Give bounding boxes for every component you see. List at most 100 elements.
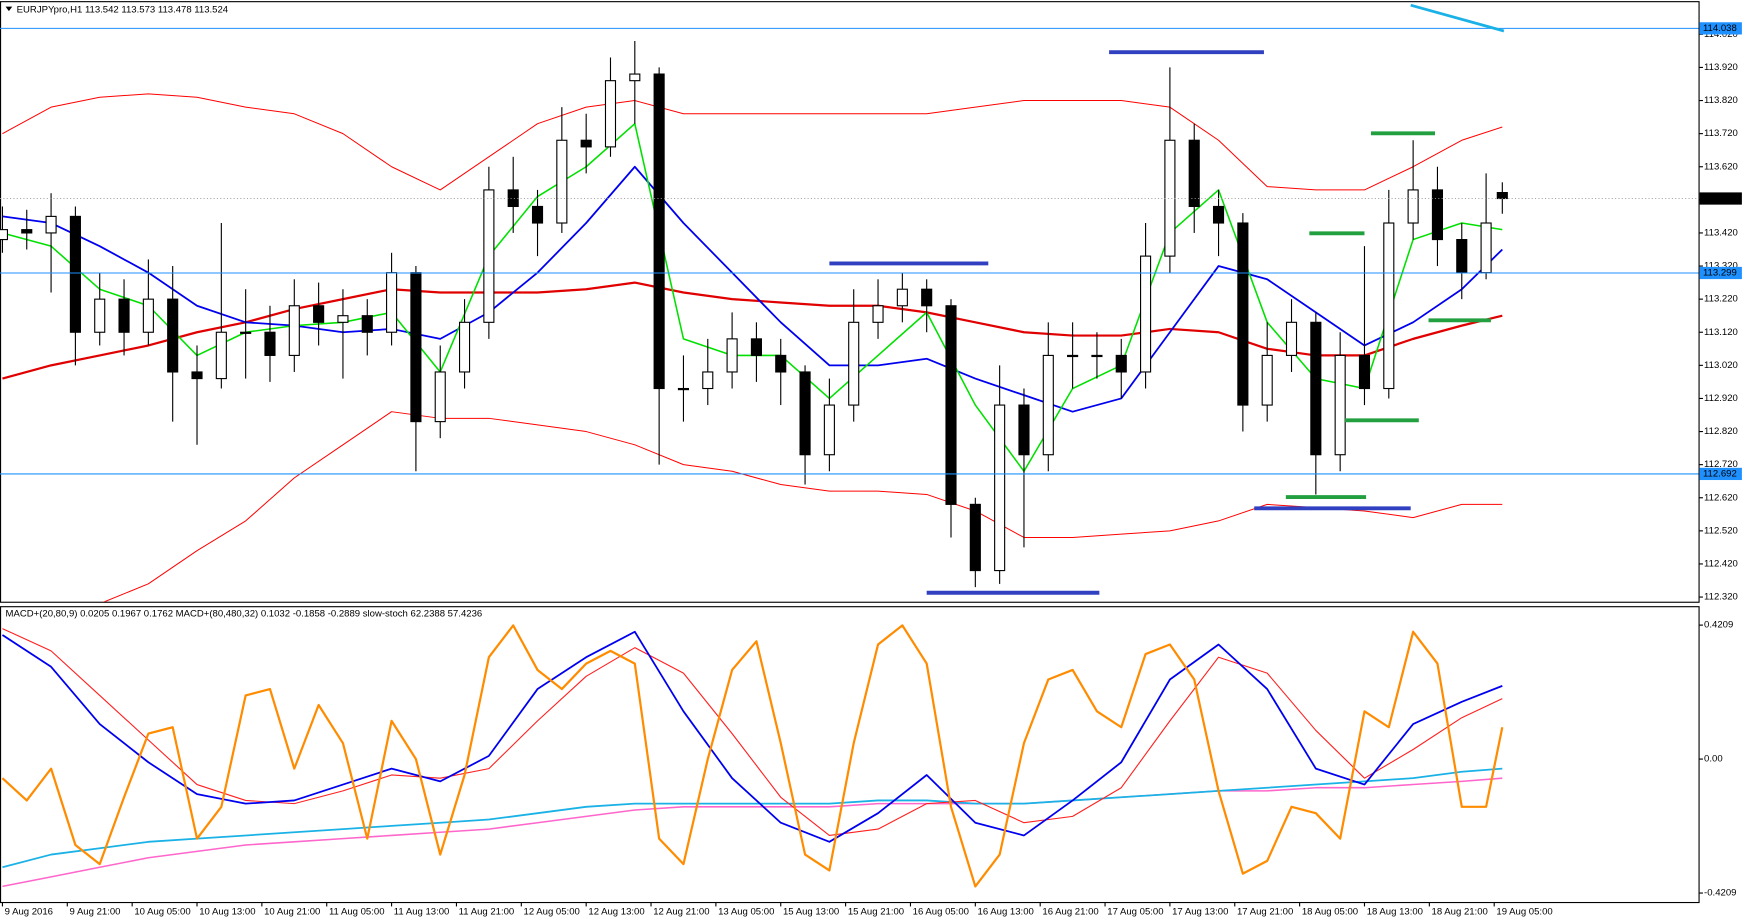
candle-body	[1237, 222, 1249, 406]
indicator-header: MACD+(20,80,9) 0.0205 0.1967 0.1762 MACD…	[6, 608, 483, 619]
candle-body	[531, 205, 544, 224]
candle-body	[775, 354, 787, 373]
candle-body	[458, 321, 471, 373]
indicator-line	[2, 767, 1503, 869]
x-tick-label: 16 Aug 05:00	[913, 907, 969, 918]
candle-body	[507, 189, 519, 208]
y-tick-label: 0.4209	[1704, 620, 1733, 631]
candle-body	[337, 315, 349, 323]
x-tick-label: 11 Aug 21:00	[459, 907, 515, 918]
y-tick-label: 112.420	[1704, 558, 1738, 569]
x-tick-label: 15 Aug 13:00	[783, 907, 839, 918]
candle-body	[556, 139, 568, 224]
candle-body	[1164, 139, 1176, 257]
x-tick-label: 11 Aug 05:00	[329, 907, 385, 918]
x-tick-label: 15 Aug 21:00	[848, 907, 904, 918]
candle-body	[142, 298, 154, 333]
macd-panel	[0, 606, 1700, 904]
candle-body	[1310, 321, 1322, 456]
y-tick-label: 112.720	[1704, 459, 1738, 470]
x-tick-label: 10 Aug 21:00	[264, 907, 320, 918]
indicator-line	[1, 624, 1504, 888]
candle-body	[1383, 222, 1395, 390]
indicator-line	[2, 165, 1503, 413]
candle-body	[580, 139, 592, 148]
candle-body	[167, 298, 179, 373]
price-line-tag	[1699, 22, 1742, 35]
candle-body	[1285, 321, 1298, 356]
indicator-line	[2, 281, 1503, 380]
candle-body	[288, 305, 300, 356]
candle-body	[1334, 354, 1346, 456]
x-tick-label: 12 Aug 05:00	[524, 907, 580, 918]
candle-body	[118, 298, 130, 333]
candle-body	[1407, 189, 1419, 224]
candle-body	[386, 272, 398, 333]
candle-body	[45, 215, 57, 234]
candle-body	[483, 189, 495, 323]
y-tick-label: -0.4209	[1704, 888, 1736, 899]
axes: 112.320 112.420 112.520 112.620 112.720 112.8…	[0, 22, 1742, 918]
x-tick-label: 10 Aug 05:00	[134, 907, 190, 918]
x-tick-label: 17 Aug 13:00	[1172, 907, 1228, 918]
x-tick-label: 12 Aug 13:00	[588, 907, 644, 918]
y-tick-label: 113.220	[1704, 294, 1738, 305]
x-tick-label: 11 Aug 13:00	[394, 907, 450, 918]
y-tick-label: 0.00	[1704, 754, 1723, 765]
x-tick-label: 18 Aug 13:00	[1367, 907, 1423, 918]
candle-body	[848, 321, 860, 406]
candle-body	[677, 387, 690, 391]
candle-body	[1261, 354, 1273, 406]
x-tick-label: 9 Aug 21:00	[70, 907, 121, 918]
candle-body	[21, 229, 33, 234]
candle-body	[1140, 255, 1152, 373]
candle-body	[1091, 354, 1103, 358]
x-tick-label: 18 Aug 21:00	[1432, 907, 1488, 918]
price-line-label: 112.692	[1703, 468, 1737, 479]
candle-body	[994, 404, 1006, 572]
candle-body	[604, 80, 617, 148]
indicator-plot	[1, 624, 1504, 888]
y-tick-label: 113.920	[1704, 62, 1738, 73]
indicator-line	[1, 630, 1503, 843]
candle-body	[799, 371, 811, 456]
x-tick-label: 16 Aug 13:00	[978, 907, 1034, 918]
candle-body	[240, 331, 252, 334]
candle-body	[215, 331, 227, 380]
candle-body	[1115, 354, 1127, 373]
candle-body	[896, 288, 908, 307]
indicator-line	[2, 93, 1503, 191]
price-line-tag	[1699, 467, 1742, 481]
candle-body	[1358, 354, 1371, 390]
menu-arrow[interactable]	[5, 6, 13, 12]
candle-body	[313, 305, 325, 323]
candle-body	[872, 305, 884, 323]
x-tick-label: 17 Aug 05:00	[1107, 907, 1163, 918]
x-tick-label: 19 Aug 05:00	[1496, 907, 1552, 918]
y-tick-label: 112.320	[1704, 592, 1738, 603]
candle-body	[629, 73, 641, 82]
x-tick-label: 9 Aug 2016	[5, 907, 53, 918]
candle-body	[1456, 239, 1468, 274]
candle-body	[1212, 205, 1225, 224]
candle-body	[434, 371, 446, 423]
candle-body	[94, 298, 106, 333]
y-tick-label: 112.620	[1704, 492, 1738, 503]
x-tick-label: 12 Aug 21:00	[653, 907, 709, 918]
candle-body	[1496, 192, 1508, 200]
candle-body	[1018, 404, 1030, 456]
candle-body	[1067, 354, 1079, 358]
candle-body	[750, 338, 762, 356]
y-tick-label: 113.120	[1704, 327, 1738, 338]
current-price-tag	[1699, 192, 1742, 205]
current-price-label: 113.524	[1703, 193, 1737, 204]
candle-body	[653, 73, 665, 390]
y-tick-label: 113.820	[1704, 95, 1738, 106]
candle-body	[1042, 354, 1054, 456]
symbol-header: EURJPYpro,H1 113.542 113.573 113.478 113…	[17, 5, 229, 16]
y-tick-label: 113.320	[1704, 261, 1738, 272]
y-tick-label: 113.020	[1704, 360, 1738, 371]
candle-body	[969, 503, 981, 572]
trendline	[1410, 3, 1505, 33]
